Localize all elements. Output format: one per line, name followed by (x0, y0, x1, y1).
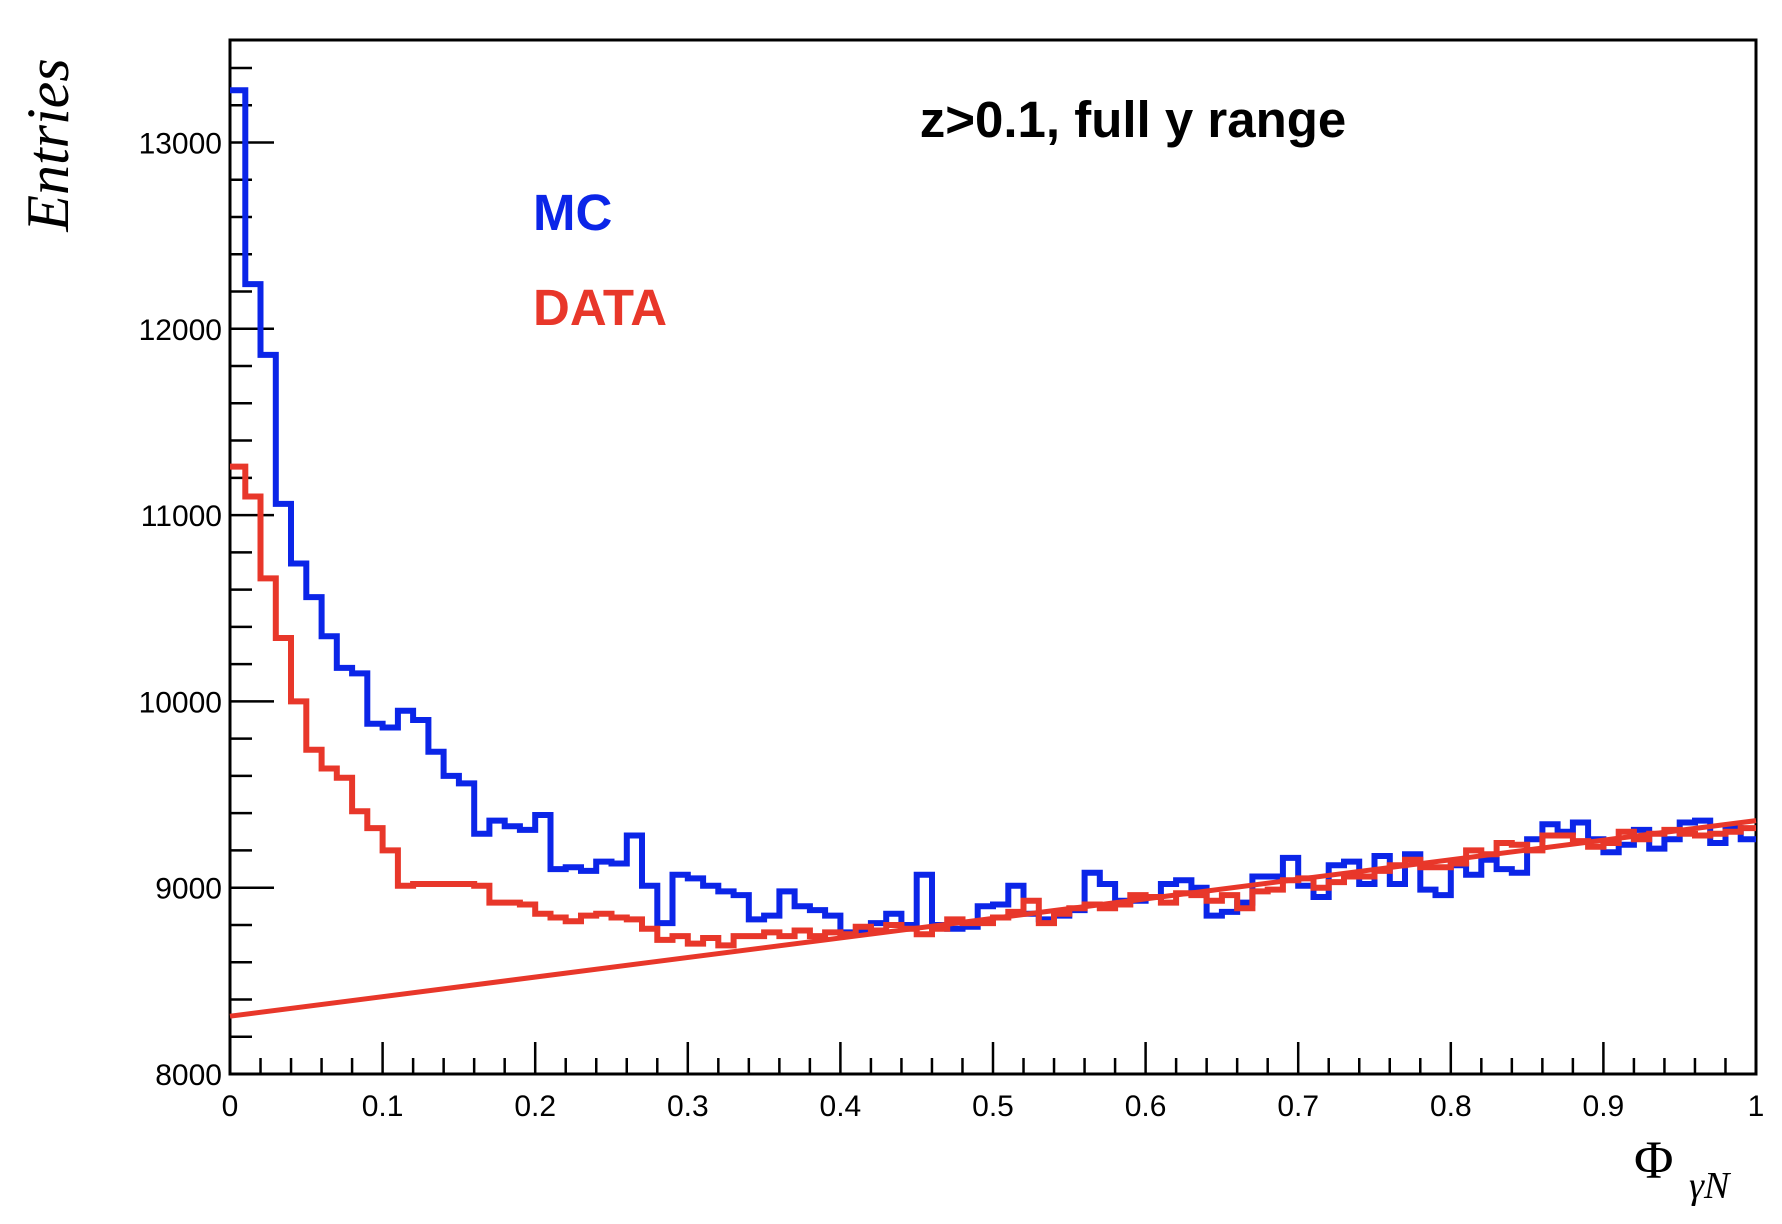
x-tick-label: 1 (1748, 1090, 1765, 1123)
y-axis-title: Entries (15, 58, 81, 232)
x-axis-title-main: Φ (1634, 1130, 1673, 1190)
x-tick-label: 0.6 (1125, 1090, 1167, 1123)
x-tick-label: 0.2 (514, 1090, 556, 1123)
series-layer (229, 87, 1757, 1019)
x-tick-label: 0.5 (972, 1090, 1014, 1123)
x-tick-label: 0.4 (820, 1090, 862, 1123)
series-mc-line (230, 87, 1756, 936)
x-tick-label: 0.1 (362, 1090, 404, 1123)
y-tick-label: 10000 (139, 686, 222, 719)
chart-title: z>0.1, full y range (920, 91, 1347, 148)
y-tick-label: 8000 (155, 1059, 222, 1092)
x-axis-title: Φ γN (1634, 1130, 1732, 1207)
x-tick-label: 0 (222, 1090, 239, 1123)
y-axis: 8000 9000 10000 11000 12000 13000 (139, 66, 274, 1092)
y-tick-label: 13000 (139, 127, 222, 160)
legend-mc-label: MC (533, 184, 612, 241)
x-tick-label: 0.8 (1430, 1090, 1472, 1123)
x-tick-label: 0.3 (667, 1090, 709, 1123)
legend-data-label: DATA (533, 279, 667, 336)
series-fit-line (229, 818, 1757, 1019)
y-tick-label: 12000 (139, 314, 222, 347)
y-tick-label: 9000 (155, 873, 222, 906)
x-axis: 0 0.1 0.2 0.3 0.4 0.5 0.6 0.7 0.8 0.9 1 (222, 1042, 1765, 1123)
x-tick-label: 0.9 (1583, 1090, 1625, 1123)
y-tick-label: 11000 (141, 500, 222, 533)
x-tick-label: 0.7 (1277, 1090, 1319, 1123)
x-axis-title-sub: γN (1689, 1165, 1732, 1207)
